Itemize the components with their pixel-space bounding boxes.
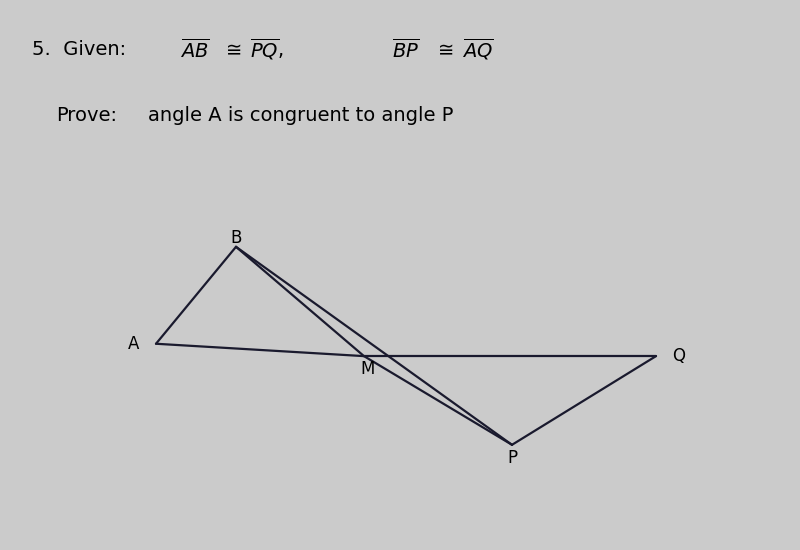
Text: $\overline{AQ}$: $\overline{AQ}$: [462, 37, 494, 62]
Text: $\overline{AB}$: $\overline{AB}$: [180, 38, 210, 61]
Text: A: A: [128, 335, 139, 353]
Text: P: P: [507, 449, 517, 467]
Text: angle A is congruent to angle P: angle A is congruent to angle P: [148, 106, 454, 125]
Text: B: B: [230, 229, 242, 247]
Text: $\cong$: $\cong$: [222, 40, 242, 59]
Text: Prove:: Prove:: [56, 106, 117, 125]
Text: $\overline{BP}$: $\overline{BP}$: [392, 38, 419, 61]
Text: 5.  Given:: 5. Given:: [32, 40, 126, 59]
Text: M: M: [361, 360, 375, 378]
Text: $\overline{PQ},$: $\overline{PQ},$: [250, 37, 283, 62]
Text: $\cong$: $\cong$: [434, 40, 454, 59]
Text: Q: Q: [672, 347, 685, 365]
